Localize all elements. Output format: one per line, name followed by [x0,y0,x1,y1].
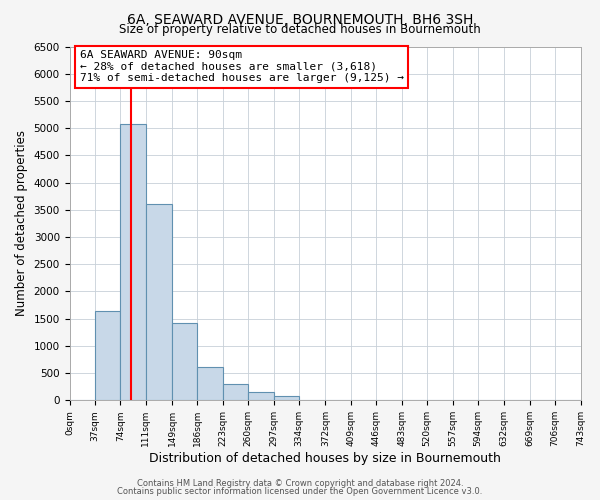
Text: 6A SEAWARD AVENUE: 90sqm
← 28% of detached houses are smaller (3,618)
71% of sem: 6A SEAWARD AVENUE: 90sqm ← 28% of detach… [80,50,404,83]
Bar [146,204,172,400]
Text: Size of property relative to detached houses in Bournemouth: Size of property relative to detached ho… [119,22,481,36]
Bar [95,310,121,400]
Text: 6A, SEAWARD AVENUE, BOURNEMOUTH, BH6 3SH: 6A, SEAWARD AVENUE, BOURNEMOUTH, BH6 3SH [127,12,473,26]
Bar [121,124,146,400]
Bar [197,367,223,400]
Bar [172,322,197,400]
Bar [274,396,299,400]
Bar [223,384,248,400]
X-axis label: Distribution of detached houses by size in Bournemouth: Distribution of detached houses by size … [149,452,501,465]
Text: Contains HM Land Registry data © Crown copyright and database right 2024.: Contains HM Land Registry data © Crown c… [137,479,463,488]
Y-axis label: Number of detached properties: Number of detached properties [15,130,28,316]
Text: Contains public sector information licensed under the Open Government Licence v3: Contains public sector information licen… [118,487,482,496]
Bar [248,392,274,400]
